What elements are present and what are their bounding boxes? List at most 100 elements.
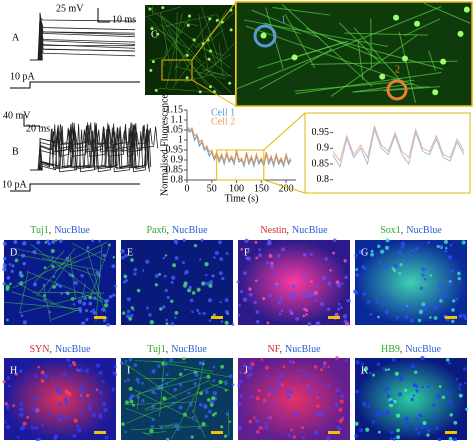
nucleus — [391, 358, 396, 362]
nucleus — [243, 271, 247, 276]
nucleus — [88, 301, 93, 306]
nucleus — [98, 390, 103, 395]
nucleus — [414, 370, 418, 374]
fiber — [27, 271, 103, 303]
nucleus — [463, 367, 467, 371]
nucleus — [337, 302, 341, 306]
nucleus — [299, 369, 303, 373]
trace — [30, 123, 150, 173]
zoom-box — [161, 59, 193, 81]
fiber — [42, 283, 52, 322]
nucleus — [255, 256, 259, 260]
nucleus — [446, 358, 450, 362]
nucleus — [267, 392, 271, 396]
nucleus — [80, 389, 85, 395]
neurite — [149, 57, 166, 61]
soma — [148, 7, 152, 11]
nucleus — [145, 259, 150, 264]
nucleus — [448, 255, 453, 260]
nucleus — [14, 258, 19, 263]
nucleus — [334, 402, 339, 407]
fiber — [36, 247, 76, 297]
scale-bar — [445, 431, 457, 434]
nucleus — [414, 427, 418, 431]
nucleus — [326, 384, 330, 388]
nucleus — [302, 314, 306, 318]
nucleus — [128, 386, 133, 391]
nucleus — [313, 412, 317, 416]
nucleus — [40, 379, 45, 383]
nucleus — [463, 316, 468, 321]
separator: , — [401, 225, 404, 236]
cell-marker — [386, 79, 408, 101]
nucleus — [101, 401, 107, 407]
nucleus — [372, 373, 375, 377]
nucleus — [35, 375, 38, 379]
nucleus — [76, 424, 80, 428]
y-tick-label: 1.05 — [166, 124, 184, 135]
nucleus — [124, 360, 128, 363]
nucleus — [362, 292, 367, 297]
nucleus — [360, 371, 364, 375]
nucleus — [133, 272, 137, 276]
x-tick-label: 200 — [279, 183, 294, 194]
nucleus — [464, 381, 467, 385]
nucleus — [43, 266, 47, 270]
nucleus — [238, 304, 241, 307]
nucleus — [326, 307, 331, 311]
nucleus — [159, 307, 163, 311]
nucleus — [348, 299, 351, 303]
y-tick-label: 0.85 — [312, 158, 330, 169]
x-axis-title: Time (s) — [225, 193, 259, 204]
nucleus — [387, 368, 391, 371]
nucleus — [335, 357, 339, 361]
x-tick-label: 50 — [207, 183, 217, 194]
neurite — [281, 4, 373, 87]
panel-label: A — [12, 32, 20, 43]
nucleus — [72, 362, 77, 367]
nucleus — [47, 412, 51, 416]
nucleus — [247, 365, 253, 371]
nucleus — [50, 376, 54, 380]
nucleus — [103, 407, 108, 412]
nucleus — [190, 435, 194, 439]
nucleus — [188, 285, 193, 290]
nucleus — [129, 399, 134, 404]
nucleus — [283, 414, 286, 418]
nucleus — [255, 279, 258, 283]
nucleus — [370, 252, 374, 257]
nucleus — [405, 422, 410, 427]
neurite — [165, 13, 183, 89]
nucleus — [6, 276, 11, 280]
connector — [263, 179, 306, 194]
nucleus — [453, 420, 458, 425]
soma — [185, 76, 189, 80]
nucleus — [452, 437, 458, 441]
fluorescence-image — [238, 358, 350, 440]
neurite — [398, 31, 417, 104]
nucleus — [219, 256, 224, 261]
y-tick-label: 0.95 — [312, 127, 330, 138]
nucleus — [343, 319, 348, 324]
soma — [260, 32, 267, 39]
nucleus — [270, 261, 274, 265]
image-caption: Pax6, NucBlue — [146, 225, 208, 236]
nucleus — [436, 394, 441, 399]
nucleus — [315, 286, 318, 289]
nucleus — [178, 405, 183, 410]
nucleus — [182, 238, 186, 242]
nucleus — [354, 254, 358, 258]
separator: , — [400, 344, 403, 355]
nucleus — [204, 261, 209, 267]
nucleus — [166, 295, 170, 300]
nucleus — [198, 312, 201, 315]
neurite — [174, 16, 213, 70]
nucleus — [281, 247, 286, 252]
nucleus — [240, 247, 244, 251]
nucleus — [398, 271, 402, 276]
nucleus — [268, 241, 272, 245]
nucleus — [394, 371, 399, 376]
fluorescence-image — [121, 240, 233, 325]
nucleus — [83, 296, 87, 300]
nucleus — [170, 299, 174, 304]
